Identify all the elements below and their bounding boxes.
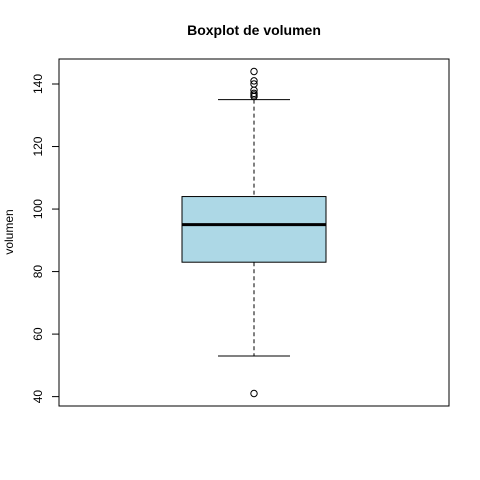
y-tick-label: 100 <box>31 199 45 219</box>
outlier-group <box>250 67 258 398</box>
outlier-point <box>250 389 258 398</box>
y-axis: 40 60 80 100 120 140 <box>31 74 60 404</box>
y-tick-label: 120 <box>31 136 45 156</box>
outlier-point <box>250 67 258 76</box>
y-tick-label: 140 <box>31 74 45 94</box>
outlier-point <box>250 80 258 88</box>
y-tick-label: 40 <box>31 390 45 404</box>
iqr-box <box>181 196 327 263</box>
y-tick-label: 60 <box>31 327 45 341</box>
y-tick-label: 80 <box>31 265 45 279</box>
y-axis-label: volumen <box>2 209 16 254</box>
chart-title: Boxplot de volumen <box>187 22 321 38</box>
outlier-point <box>250 77 258 85</box>
box-group <box>181 99 327 357</box>
outlier-point <box>250 89 258 98</box>
